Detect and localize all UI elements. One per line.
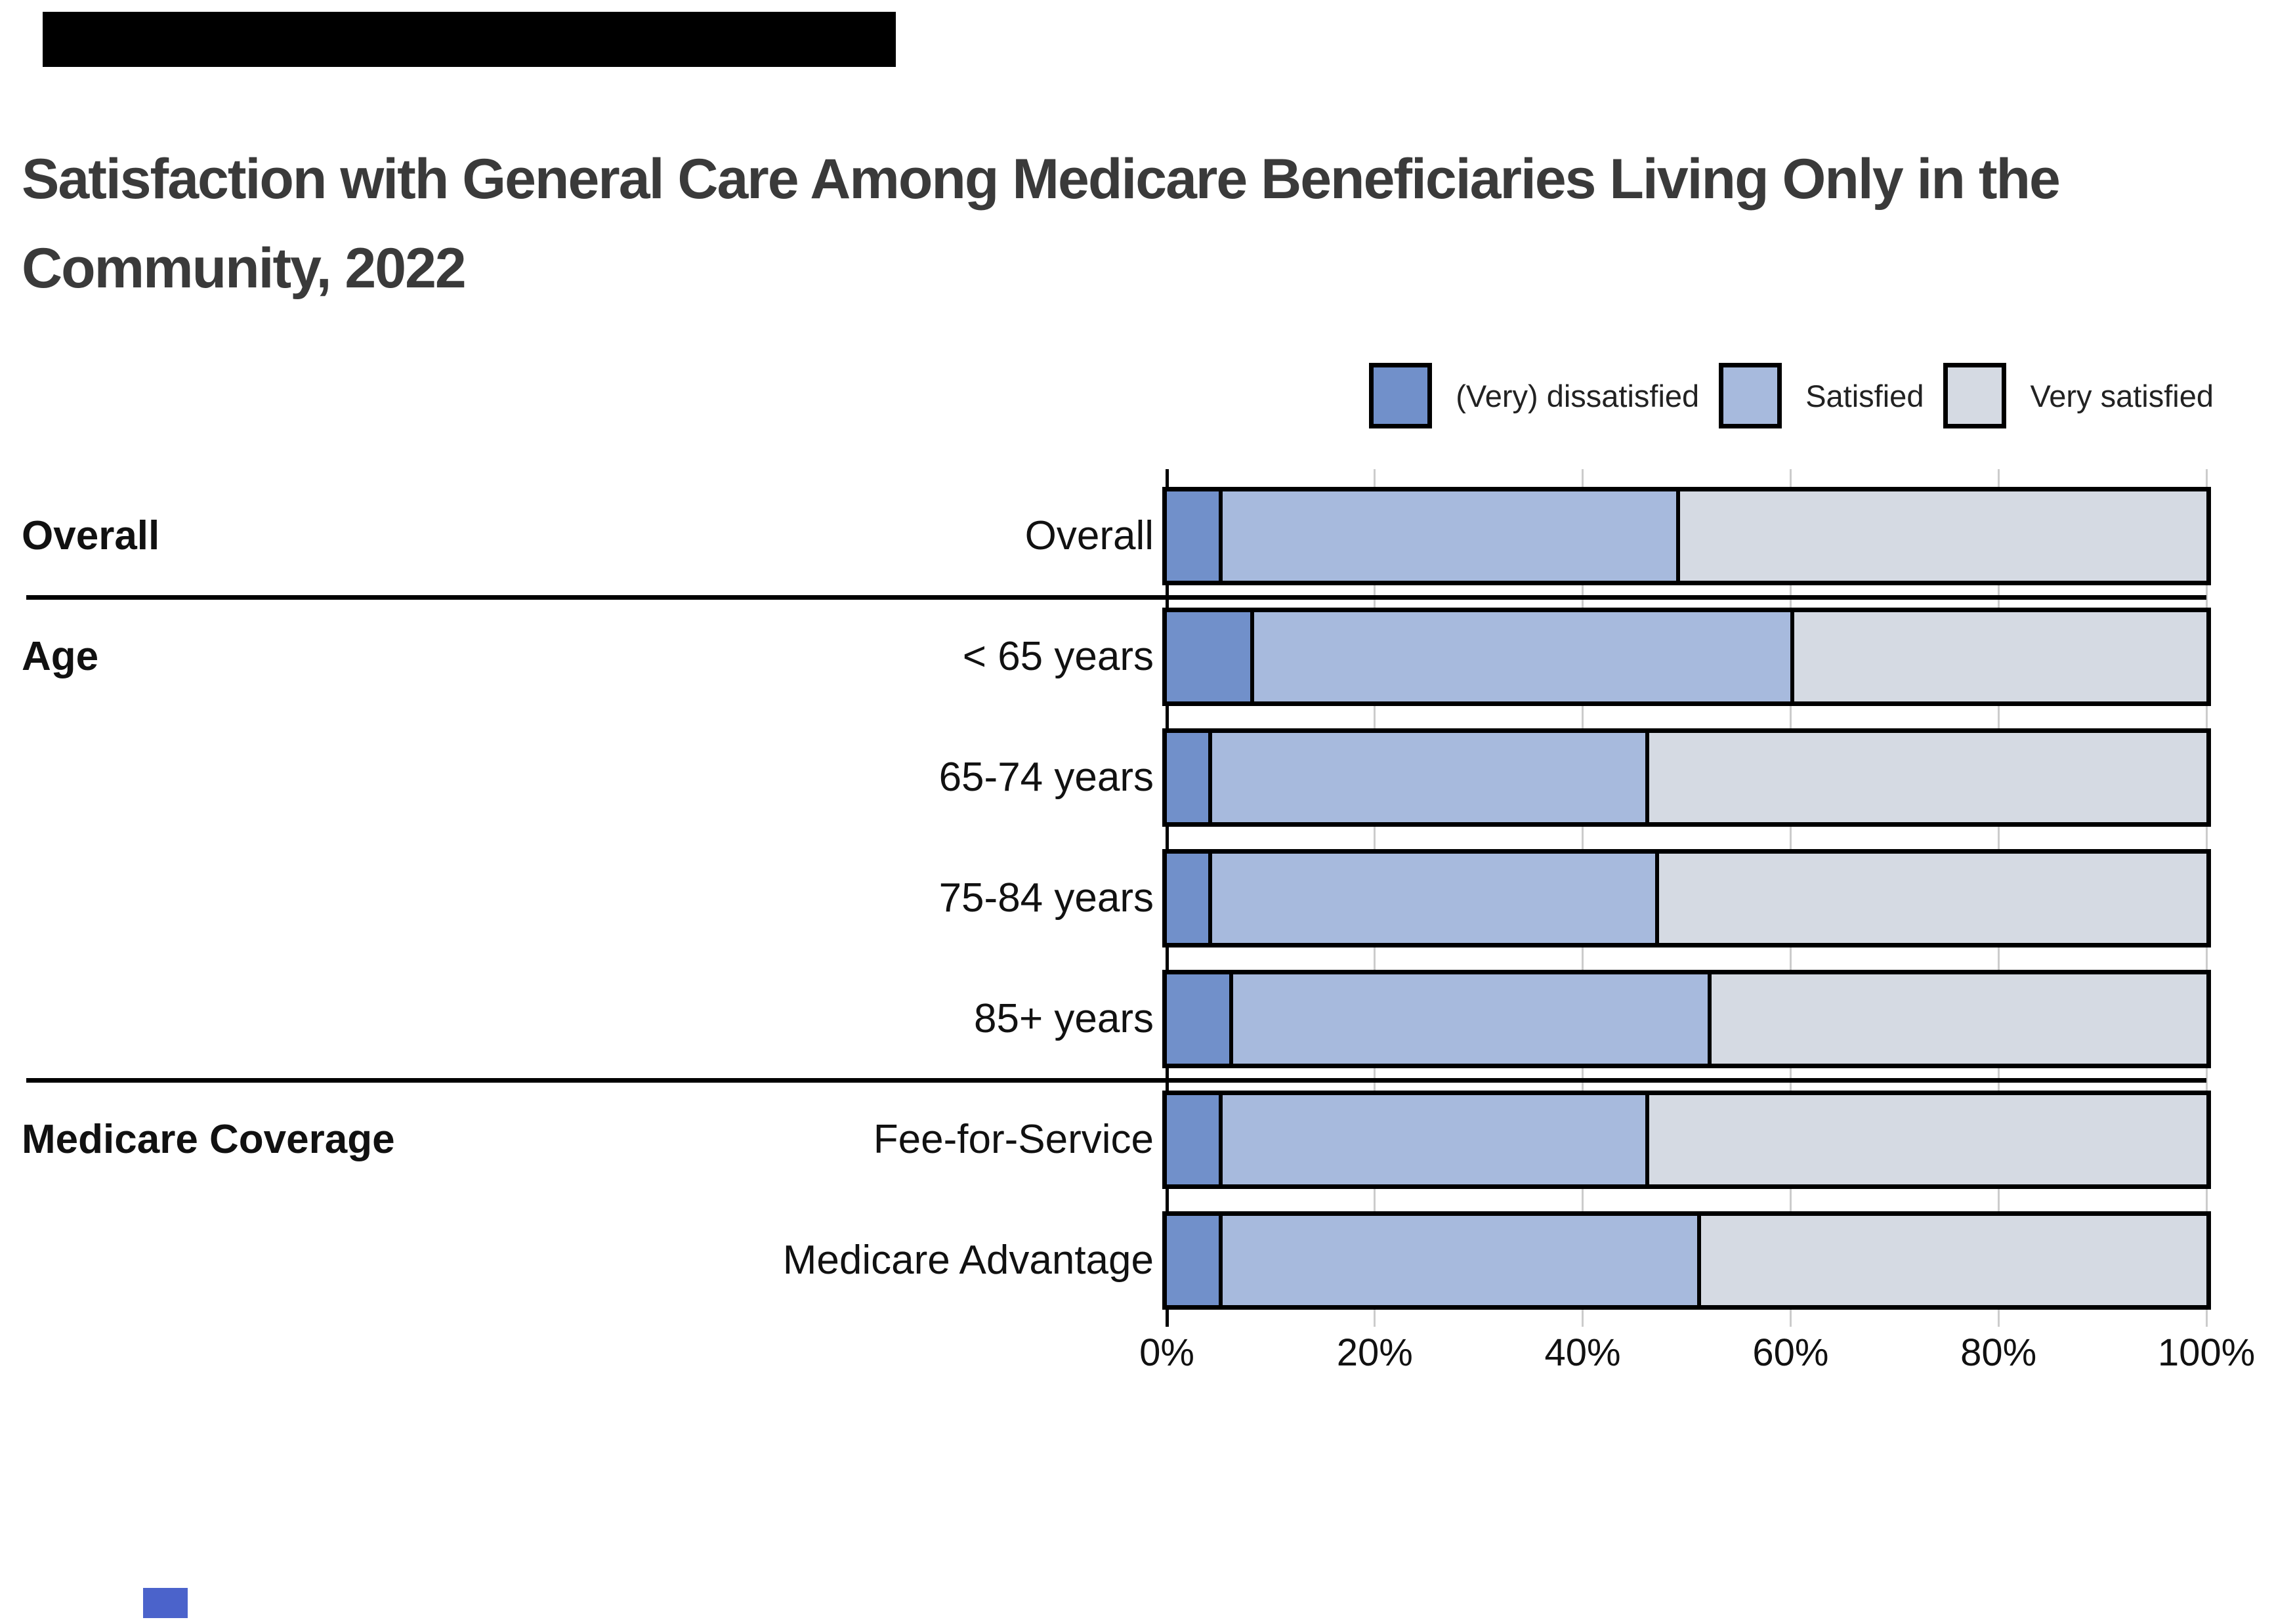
bar-segment--very-dissatisfied	[1167, 733, 1209, 822]
bar-segment--very-dissatisfied	[1167, 974, 1230, 1064]
legend-label: Very satisfied	[2030, 378, 2214, 413]
section-label-overall: Overall	[22, 513, 160, 558]
row-label: Medicare Advantage	[782, 1238, 1154, 1283]
legend-label: Satisfied	[1805, 378, 1924, 413]
row-label: 65-74 years	[938, 755, 1154, 800]
bar-segment--very-dissatisfied	[1167, 854, 1209, 943]
x-axis-tick-label: 40%	[1544, 1331, 1621, 1374]
legend-swatch--very-dissatisfied	[1369, 363, 1433, 428]
bar-segment-very-satisfied	[1696, 1216, 2206, 1305]
bar-segment-very-satisfied	[1707, 974, 2206, 1064]
bar-segment-very-satisfied	[1790, 612, 2206, 701]
chart-title-line-1: Satisfaction with General Care Among Med…	[22, 148, 2061, 211]
legend-swatch-very-satisfied	[1943, 363, 2007, 428]
section-separator-line	[26, 1078, 2206, 1083]
section-separator-line	[26, 595, 2206, 600]
row-label: 75-84 years	[938, 875, 1154, 921]
bar-segment-very-satisfied	[1676, 491, 2206, 581]
bar-row	[1162, 608, 2211, 706]
legend-item: (Very) dissatisfied	[1369, 363, 1699, 428]
bar-segment--very-dissatisfied	[1167, 1095, 1219, 1184]
legend-item: Very satisfied	[1943, 363, 2214, 428]
x-axis-tick-label: 80%	[1960, 1331, 2037, 1374]
bar-segment--very-dissatisfied	[1167, 1216, 1219, 1305]
x-axis-tick-label: 100%	[2157, 1331, 2256, 1374]
bar-segment--very-dissatisfied	[1167, 491, 1219, 581]
bar-segment-very-satisfied	[1655, 854, 2206, 943]
row-label: Fee-for-Service	[873, 1117, 1154, 1162]
bar-row	[1162, 487, 2211, 585]
bar-segment-satisfied	[1219, 491, 1677, 581]
bar-segment-satisfied	[1208, 733, 1645, 822]
chart-title: Satisfaction with General Care Among Med…	[22, 135, 2061, 313]
redacted-logo-bar	[43, 12, 896, 67]
bar-segment-satisfied	[1208, 854, 1656, 943]
bar-row	[1162, 1091, 2211, 1189]
bar-segment-very-satisfied	[1645, 1095, 2206, 1184]
row-label: 85+ years	[973, 996, 1154, 1041]
section-label-medicare-coverage: Medicare Coverage	[22, 1117, 395, 1162]
bar-segment-satisfied	[1219, 1095, 1645, 1184]
legend-label: (Very) dissatisfied	[1456, 378, 1700, 413]
bar-segment-satisfied	[1250, 612, 1791, 701]
x-axis-tick-label: 0%	[1139, 1331, 1194, 1374]
x-axis-tick-label: 20%	[1336, 1331, 1413, 1374]
bar-segment-very-satisfied	[1645, 733, 2206, 822]
row-label: Overall	[1024, 513, 1154, 558]
bottom-left-blue-mark	[143, 1588, 188, 1618]
legend: (Very) dissatisfied Satisfied Very satisfi…	[1369, 363, 2214, 428]
bar-row	[1162, 970, 2211, 1068]
bar-segment-satisfied	[1229, 974, 1708, 1064]
bar-row	[1162, 728, 2211, 827]
legend-swatch-satisfied	[1719, 363, 1782, 428]
row-label: < 65 years	[962, 634, 1154, 679]
section-label-age: Age	[22, 634, 99, 679]
chart-title-line-2: Community, 2022	[22, 237, 467, 300]
bar-segment--very-dissatisfied	[1167, 612, 1250, 701]
bar-row	[1162, 849, 2211, 947]
bar-segment-satisfied	[1219, 1216, 1697, 1305]
x-axis-tick-label: 60%	[1752, 1331, 1829, 1374]
bar-row	[1162, 1211, 2211, 1310]
legend-item: Satisfied	[1719, 363, 1924, 428]
